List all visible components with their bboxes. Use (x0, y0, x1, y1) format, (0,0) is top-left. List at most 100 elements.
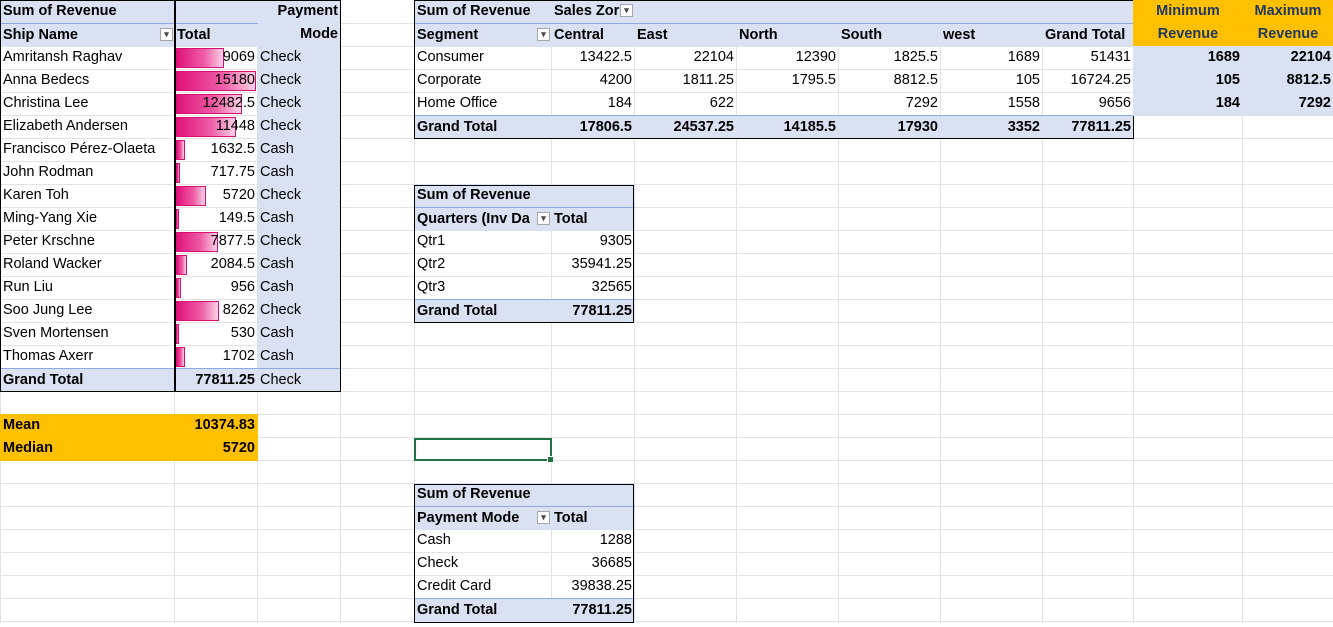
ship-mode-cell[interactable]: Cash (257, 138, 341, 162)
payment-mode-cell[interactable]: Credit Card (417, 578, 492, 594)
ship-mode-cell[interactable]: Check (257, 299, 341, 323)
segment-value-cell[interactable]: 1689 (1007, 49, 1040, 65)
pivot-zone-header-blank[interactable] (634, 0, 737, 24)
segment-name-cell[interactable]: Corporate (417, 72, 482, 88)
segment-name-cell[interactable]: Home Office (417, 95, 498, 111)
pivot-payment-sum-label[interactable]: Sum of Revenue (414, 483, 552, 507)
ship-total-cell[interactable]: 11448 (174, 115, 258, 139)
ship-name-cell[interactable]: John Rodman (3, 164, 94, 180)
pivot-quarter-blank[interactable] (551, 184, 635, 208)
segment-name-cell[interactable]: Consumer (417, 49, 484, 65)
ship-mode-cell[interactable]: Cash (257, 161, 341, 185)
max-revenue-value[interactable]: 22104 (1242, 46, 1333, 70)
pivot-payment-total-label[interactable]: Total (551, 506, 635, 530)
pivot-zone-grand-value[interactable]: 77811.25 (1042, 115, 1134, 139)
pivot-zone-column-header[interactable]: west (940, 23, 1043, 47)
pivot-quarter-total-label[interactable]: Total (551, 207, 635, 231)
max-revenue-value[interactable]: 7292 (1242, 92, 1333, 116)
pivot-zone-header-blank[interactable] (940, 0, 1043, 24)
ship-name-filter-dropdown[interactable]: ▾ (160, 28, 173, 41)
payment-mode-filter-dropdown[interactable]: ▾ (537, 511, 550, 524)
payment-total-cell[interactable]: 36685 (591, 555, 632, 571)
pivot-zone-column-header[interactable]: North (736, 23, 839, 47)
segment-value-cell[interactable]: 184 (607, 95, 632, 111)
pivot-ship-col-label[interactable]: Payment Mode (257, 0, 341, 47)
pivot-zone-column-header[interactable]: Grand Total (1042, 23, 1134, 47)
pivot-zone-col-label[interactable]: Sales Zor ▾ (551, 0, 635, 24)
segment-value-cell[interactable]: 9656 (1098, 95, 1131, 111)
median-value[interactable]: 5720 (174, 437, 258, 461)
pivot-zone-grand-value[interactable]: 3352 (940, 115, 1043, 139)
segment-value-cell[interactable]: 22104 (693, 49, 734, 65)
pivot-ship-row-label[interactable]: Ship Name ▾ (0, 23, 175, 47)
payment-total-cell[interactable]: 39838.25 (571, 578, 632, 594)
ship-name-cell[interactable]: Karen Toh (3, 187, 69, 203)
pivot-zone-header-blank[interactable] (838, 0, 941, 24)
segment-value-cell[interactable]: 16724.25 (1070, 72, 1131, 88)
pivot-zone-column-header[interactable]: East (634, 23, 737, 47)
quarter-name-cell[interactable]: Qtr2 (417, 256, 446, 272)
quarter-total-cell[interactable]: 35941.25 (571, 256, 632, 272)
segment-value-cell[interactable]: 1811.25 (682, 72, 734, 88)
ship-name-cell[interactable]: Peter Krschne (3, 233, 95, 249)
mean-value[interactable]: 10374.83 (174, 414, 258, 438)
pivot-payment-blank[interactable] (551, 483, 635, 507)
pivot-zone-column-header[interactable]: Central (551, 23, 635, 47)
payment-total-cell[interactable]: 1288 (599, 532, 632, 548)
pivot-zone-grand-value[interactable]: 14185.5 (736, 115, 839, 139)
sales-zone-filter-dropdown[interactable]: ▾ (620, 4, 633, 17)
ship-total-cell[interactable]: 717.75 (174, 161, 258, 185)
pivot-ship-blank[interactable] (174, 0, 258, 24)
ship-mode-cell[interactable]: Check (257, 115, 341, 139)
pivot-quarter-row-label[interactable]: Quarters (Inv Da ▾ (414, 207, 552, 231)
ship-name-cell[interactable]: Ming-Yang Xie (3, 210, 98, 226)
quarter-total-cell[interactable]: 32565 (591, 279, 632, 295)
segment-value-cell[interactable]: 622 (709, 95, 734, 111)
pivot-ship-total-label[interactable]: Total (174, 23, 258, 47)
ship-name-cell[interactable]: Sven Mortensen (3, 325, 109, 341)
ship-name-cell[interactable]: Christina Lee (3, 95, 89, 111)
ship-name-cell[interactable]: Amritansh Raghav (3, 49, 123, 65)
segment-value-cell[interactable]: 51431 (1090, 49, 1131, 65)
segment-value-cell[interactable] (736, 92, 839, 116)
pivot-zone-grand-value[interactable]: 17806.5 (551, 115, 635, 139)
segment-filter-dropdown[interactable]: ▾ (537, 28, 550, 41)
ship-mode-cell[interactable]: Check (257, 92, 341, 116)
ship-total-cell[interactable]: 2084.5 (174, 253, 258, 277)
quarter-name-cell[interactable]: Qtr1 (417, 233, 446, 249)
payment-mode-cell[interactable]: Check (417, 555, 459, 571)
ship-mode-cell[interactable]: Cash (257, 253, 341, 277)
ship-total-cell[interactable]: 530 (174, 322, 258, 346)
pivot-zone-row-label[interactable]: Segment ▾ (414, 23, 552, 47)
ship-name-cell[interactable]: Run Liu (3, 279, 53, 295)
pivot-ship-grand-label[interactable]: Grand Total (0, 368, 175, 392)
pivot-zone-column-header[interactable]: South (838, 23, 941, 47)
min-revenue-value[interactable]: 1689 (1133, 46, 1243, 70)
segment-value-cell[interactable]: 1795.5 (791, 72, 836, 88)
ship-name-cell[interactable]: Thomas Axerr (3, 348, 94, 364)
ship-mode-cell[interactable]: Cash (257, 345, 341, 369)
min-revenue-header[interactable]: Minimum Revenue (1133, 0, 1243, 47)
pivot-payment-grand-total[interactable]: 77811.25 (551, 598, 635, 622)
max-revenue-value[interactable]: 8812.5 (1242, 69, 1333, 93)
median-label[interactable]: Median (0, 437, 175, 461)
ship-total-cell[interactable]: 15180 (174, 69, 258, 93)
ship-total-cell[interactable]: 5720 (174, 184, 258, 208)
max-revenue-header[interactable]: Maximum Revenue (1242, 0, 1333, 47)
pivot-quarter-grand-label[interactable]: Grand Total (414, 299, 552, 323)
ship-mode-cell[interactable]: Cash (257, 207, 341, 231)
ship-total-cell[interactable]: 149.5 (174, 207, 258, 231)
active-cell-selection[interactable] (414, 438, 554, 463)
ship-mode-cell[interactable]: Check (257, 46, 341, 70)
min-revenue-value[interactable]: 184 (1133, 92, 1243, 116)
ship-total-cell[interactable]: 1702 (174, 345, 258, 369)
pivot-ship-sum-label[interactable]: Sum of Revenue (0, 0, 175, 24)
segment-value-cell[interactable]: 4200 (599, 72, 632, 88)
min-revenue-value[interactable]: 105 (1133, 69, 1243, 93)
ship-name-cell[interactable]: Elizabeth Andersen (3, 118, 128, 134)
pivot-quarter-grand-total[interactable]: 77811.25 (551, 299, 635, 323)
pivot-zone-grand-value[interactable]: 24537.25 (634, 115, 737, 139)
ship-mode-cell[interactable]: Cash (257, 276, 341, 300)
pivot-ship-grand-mode[interactable]: Check (257, 368, 341, 392)
ship-name-cell[interactable]: Francisco Pérez-Olaeta (3, 141, 156, 157)
